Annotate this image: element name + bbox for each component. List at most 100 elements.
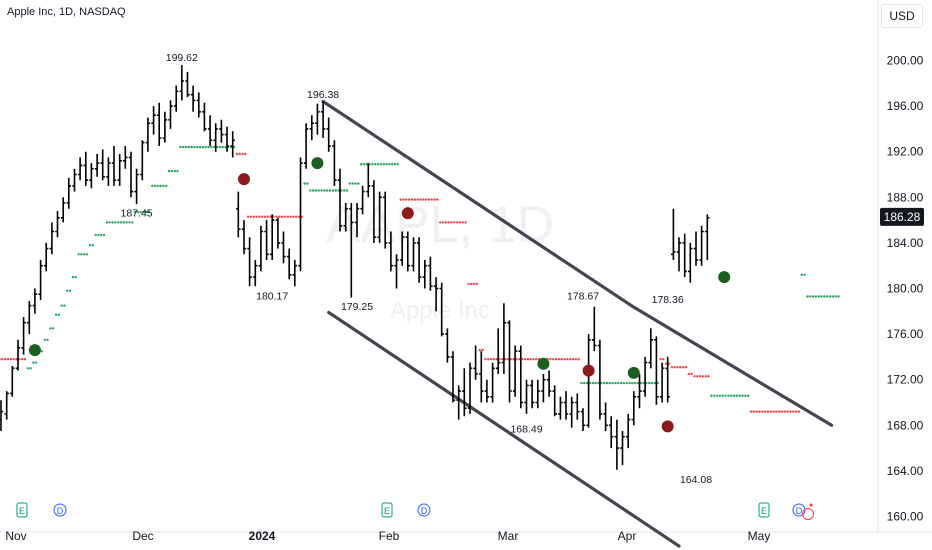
stop-dot — [351, 182, 354, 185]
stop-dot — [834, 295, 837, 298]
time-axis[interactable]: Nov Dec 2024 Feb Mar Apr May — [5, 529, 770, 543]
stop-dot — [142, 210, 145, 214]
stop-dot — [133, 210, 137, 214]
stop-dot — [71, 275, 75, 279]
stop-dot — [314, 189, 318, 192]
stop-dot — [439, 221, 442, 224]
currency-button[interactable]: USD — [881, 4, 923, 28]
stop-dot — [783, 410, 787, 413]
stop-dot — [393, 163, 397, 166]
ohlc-bar — [326, 117, 331, 152]
price-annotation: 168.49 — [510, 424, 542, 436]
stop-dot — [269, 215, 272, 218]
ohlc-bar — [298, 157, 303, 272]
stop-dot — [549, 358, 552, 361]
ohlc-bar — [428, 256, 433, 291]
stop-dot — [32, 361, 35, 364]
stop-dot — [294, 215, 298, 218]
stop-dot — [566, 358, 569, 361]
ohlc-bar — [83, 151, 88, 186]
stop-dot — [77, 253, 80, 256]
ohlc-bar — [145, 117, 151, 152]
stop-dot — [362, 163, 366, 166]
stop-dot — [633, 381, 637, 385]
stop-dot — [337, 189, 340, 192]
price-annotation: 178.36 — [652, 294, 684, 306]
ohlc-bar — [287, 248, 292, 280]
stop-dot — [311, 189, 315, 192]
stop-dot — [529, 358, 532, 361]
stop-dot — [696, 375, 699, 378]
ohlc-bar — [349, 203, 354, 298]
earnings-icon — [16, 502, 28, 518]
stop-dot — [280, 215, 284, 218]
chart-title: Apple Inc, 1D, NASDAQ — [7, 6, 126, 18]
stop-dot — [608, 381, 611, 385]
stop-dot — [12, 358, 15, 361]
stop-dot — [148, 210, 151, 214]
price-axis[interactable]: 200.00 196.00 192.00 188.00 184.00 180.00 176.… — [887, 54, 924, 524]
ohlc-bar — [151, 106, 156, 135]
price-tick-label: 200.00 — [887, 54, 924, 68]
ohlc-bar — [699, 225, 704, 266]
ohlc-bar — [89, 163, 94, 189]
stop-dot — [29, 367, 32, 370]
stop-dot — [66, 289, 69, 292]
stop-dot — [170, 169, 173, 173]
stop-dot — [396, 163, 399, 166]
stop-dot — [167, 169, 171, 173]
stop-dot — [710, 394, 713, 397]
stop-dot — [244, 152, 247, 156]
ohlc-bar — [546, 370, 552, 397]
channel-lines[interactable] — [321, 99, 834, 548]
stop-dot — [357, 182, 360, 185]
ohlc-bar — [405, 231, 410, 272]
stop-dot — [210, 145, 213, 149]
ohlc-bar — [258, 225, 264, 272]
ohlc-bar — [10, 366, 15, 397]
stop-dot — [591, 381, 594, 385]
ohlc-bar — [484, 379, 490, 403]
price-annotation: 178.67 — [567, 291, 599, 303]
stop-dot — [614, 381, 617, 385]
ohlc-bar — [541, 374, 546, 403]
signal-markers — [28, 157, 731, 433]
stop-dot — [74, 275, 78, 279]
stop-dot — [122, 221, 126, 224]
ohlc-bar — [315, 103, 320, 135]
stop-dot — [196, 145, 199, 149]
stop-dot — [190, 145, 193, 149]
ohlc-bar — [580, 408, 586, 431]
stop-dot — [303, 182, 306, 185]
last-price-value: 186.28 — [884, 210, 921, 224]
ohlc-bar — [388, 231, 394, 272]
ohlc-bar — [134, 168, 139, 205]
stop-dot — [557, 358, 561, 361]
price-tick-label: 192.00 — [887, 145, 924, 159]
ohlc-bar — [467, 362, 473, 414]
earnings-event-marker: E — [16, 502, 28, 518]
stop-dot — [763, 410, 767, 413]
price-tick-label: 184.00 — [887, 236, 924, 250]
ohlc-bar — [529, 379, 535, 409]
stop-dot — [492, 358, 496, 361]
stop-dot — [391, 163, 394, 166]
watermark: AAPL, 1D Apple Inc — [326, 196, 554, 324]
stop-dot — [221, 145, 224, 149]
stop-dot — [797, 410, 801, 413]
stop-dot — [139, 210, 142, 214]
stop-dot — [729, 394, 733, 397]
stop-dot — [464, 221, 467, 224]
ohlc-bar — [213, 123, 218, 152]
ohlc-bar — [157, 102, 162, 146]
stop-dot — [724, 394, 727, 397]
stop-dot — [642, 381, 645, 385]
stop-dot — [707, 375, 710, 378]
stop-dot — [102, 233, 106, 237]
stop-dot — [156, 184, 159, 188]
time-tick-label: 2024 — [249, 529, 276, 543]
stop-dot — [461, 221, 464, 224]
stop-dot — [792, 410, 795, 413]
